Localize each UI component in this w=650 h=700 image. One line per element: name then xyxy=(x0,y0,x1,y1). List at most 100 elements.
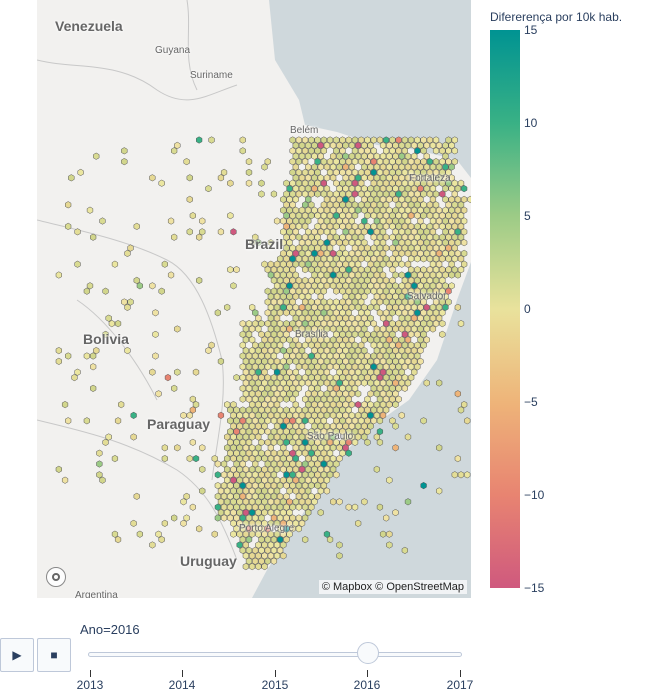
hex-cell[interactable] xyxy=(436,487,443,495)
hex-cell[interactable] xyxy=(398,174,405,182)
hex-cell[interactable] xyxy=(454,206,461,214)
hex-cell[interactable] xyxy=(171,147,178,155)
hex-cell[interactable] xyxy=(364,406,371,414)
hex-cell[interactable] xyxy=(283,201,290,209)
hex-cell[interactable] xyxy=(270,438,278,446)
hex-cell[interactable] xyxy=(242,530,249,538)
hex-cell[interactable] xyxy=(224,433,231,441)
hex-cell[interactable] xyxy=(311,185,318,193)
hex-cell[interactable] xyxy=(355,141,362,149)
hex-cell[interactable] xyxy=(436,239,443,247)
slider-step-2016[interactable]: 2016 xyxy=(353,678,381,692)
hex-cell[interactable] xyxy=(258,514,265,522)
hex-cell[interactable] xyxy=(283,374,290,382)
hex-cell[interactable] xyxy=(404,347,412,355)
hex-cell[interactable] xyxy=(386,347,393,355)
hex-cell[interactable] xyxy=(249,433,256,441)
hex-cell[interactable] xyxy=(361,401,368,409)
hex-cell[interactable] xyxy=(461,249,468,257)
hex-cell[interactable] xyxy=(373,195,380,203)
hex-cell[interactable] xyxy=(286,347,293,355)
hex-cell[interactable] xyxy=(386,195,393,203)
hex-cell[interactable] xyxy=(351,503,359,511)
hex-cell[interactable] xyxy=(389,136,396,144)
hex-cell[interactable] xyxy=(376,244,384,252)
hex-cell[interactable] xyxy=(376,222,384,230)
hex-cell[interactable] xyxy=(314,266,321,274)
hex-cell[interactable] xyxy=(436,206,443,214)
hex-cell[interactable] xyxy=(370,406,377,414)
hex-cell[interactable] xyxy=(264,320,271,328)
hex-cell[interactable] xyxy=(361,314,368,322)
hex-cell[interactable] xyxy=(227,438,234,446)
hex-cell[interactable] xyxy=(280,530,287,538)
hex-cell[interactable] xyxy=(292,379,299,387)
hex-cell[interactable] xyxy=(255,239,262,247)
hex-cell[interactable] xyxy=(358,320,365,328)
hex-cell[interactable] xyxy=(389,255,396,263)
hex-cell[interactable] xyxy=(295,514,302,522)
hex-cell[interactable] xyxy=(330,314,337,322)
hex-cell[interactable] xyxy=(295,482,302,490)
hex-cell[interactable] xyxy=(286,368,293,376)
hex-cell[interactable] xyxy=(398,163,405,171)
hex-cell[interactable] xyxy=(267,260,274,268)
hex-cell[interactable] xyxy=(127,244,134,252)
hex-cell[interactable] xyxy=(245,536,253,544)
hex-cell[interactable] xyxy=(280,552,287,560)
hex-cell[interactable] xyxy=(336,217,343,225)
hex-cell[interactable] xyxy=(323,217,331,225)
hex-cell[interactable] xyxy=(351,428,359,436)
hex-cell[interactable] xyxy=(361,174,368,182)
hex-cell[interactable] xyxy=(308,287,315,295)
hex-cell[interactable] xyxy=(367,206,374,214)
hex-cell[interactable] xyxy=(439,158,446,166)
hex-cell[interactable] xyxy=(392,509,399,517)
hex-cell[interactable] xyxy=(308,179,315,187)
hex-cell[interactable] xyxy=(295,438,302,446)
hex-cell[interactable] xyxy=(295,503,302,511)
hex-cell[interactable] xyxy=(398,206,405,214)
hex-cell[interactable] xyxy=(311,379,318,387)
hex-cell[interactable] xyxy=(283,460,290,468)
hex-cell[interactable] xyxy=(283,449,290,457)
hex-cell[interactable] xyxy=(283,309,290,317)
hex-cell[interactable] xyxy=(373,336,380,344)
hex-cell[interactable] xyxy=(373,217,380,225)
hex-cell[interactable] xyxy=(298,282,306,290)
hex-cell[interactable] xyxy=(333,320,340,328)
hex-cell[interactable] xyxy=(255,379,262,387)
hex-cell[interactable] xyxy=(370,255,377,263)
hex-cell[interactable] xyxy=(411,228,418,236)
hex-cell[interactable] xyxy=(267,401,274,409)
hex-cell[interactable] xyxy=(317,185,324,193)
hex-cell[interactable] xyxy=(423,293,430,301)
hex-cell[interactable] xyxy=(401,233,408,241)
hex-cell[interactable] xyxy=(286,433,293,441)
hex-cell[interactable] xyxy=(286,239,293,247)
hex-cell[interactable] xyxy=(389,222,396,230)
hex-cell[interactable] xyxy=(429,174,437,182)
hex-cell[interactable] xyxy=(411,239,418,247)
hex-cell[interactable] xyxy=(367,228,374,236)
hex-cell[interactable] xyxy=(432,287,440,295)
hex-cell[interactable] xyxy=(451,244,458,252)
hex-cell[interactable] xyxy=(355,174,362,182)
hex-cell[interactable] xyxy=(242,563,249,571)
hex-cell[interactable] xyxy=(326,255,334,263)
hex-cell[interactable] xyxy=(277,276,284,284)
hex-cell[interactable] xyxy=(261,347,268,355)
hex-cell[interactable] xyxy=(392,401,399,409)
slider-step-2015[interactable]: 2015 xyxy=(261,678,289,692)
hex-cell[interactable] xyxy=(283,255,290,263)
hex-cell[interactable] xyxy=(65,201,72,209)
hex-cell[interactable] xyxy=(454,271,461,279)
hex-cell[interactable] xyxy=(361,282,368,290)
hex-cell[interactable] xyxy=(90,233,97,241)
hex-cell[interactable] xyxy=(414,320,421,328)
hex-cell[interactable] xyxy=(386,325,393,333)
hex-cell[interactable] xyxy=(264,503,271,511)
hex-cell[interactable] xyxy=(320,255,327,263)
hex-cell[interactable] xyxy=(261,530,268,538)
hex-cell[interactable] xyxy=(330,390,337,398)
